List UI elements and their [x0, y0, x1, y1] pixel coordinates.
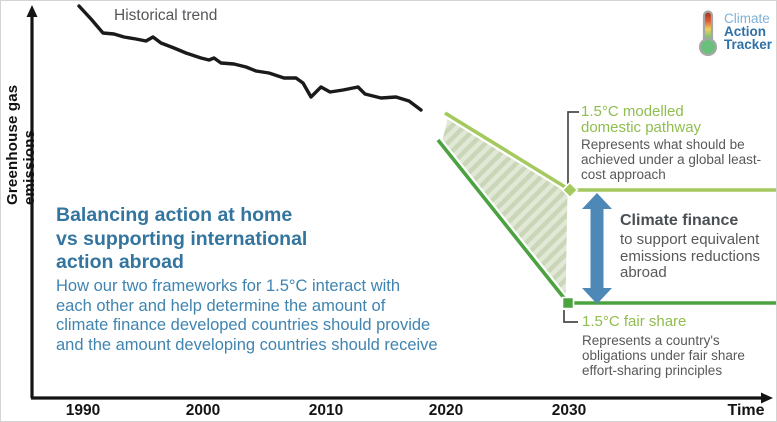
fair-share-label-connector [563, 310, 578, 323]
headline-line-3: action abroad [56, 251, 184, 273]
y-axis-label: Greenhouse gas emissions [4, 84, 38, 205]
logo-word-action: Action [724, 24, 766, 39]
x-axis-arrowhead-icon [761, 392, 773, 404]
headline-line-1: Balancing action at home [56, 204, 293, 226]
fair-share-label: 1.5°C fair share [582, 313, 687, 330]
headline-line-2: vs supporting international [56, 227, 308, 250]
headline: Balancing action at home vs supporting i… [56, 204, 307, 275]
historical-trend-line [77, 4, 423, 112]
x-tick-2030: 2030 [551, 402, 587, 419]
historical-trend-label: Historical trend [114, 7, 218, 24]
modelled-pathway-label-line-2: domestic pathway [581, 119, 702, 136]
y-axis-arrowhead-icon [26, 5, 38, 17]
modelled-pathway-label: 1.5°C modelled domestic pathway [581, 104, 701, 136]
logo-word-tracker: Tracker [724, 37, 773, 52]
climate-action-tracker-logo: Climate Action Tracker [696, 9, 772, 57]
logo-word-climate: Climate [724, 11, 770, 26]
modelled-label-connector [567, 111, 579, 184]
fair-share-description: Represents a country's obligations under… [582, 333, 745, 378]
modelled-endpoint-diamond-marker [561, 181, 579, 199]
headline-body: How our two frameworks for 1.5°C interac… [56, 277, 438, 354]
x-tick-1990: 1990 [65, 402, 101, 419]
x-tick-2000: 2000 [185, 402, 221, 419]
climate-finance-title: Climate finance [620, 212, 739, 229]
pathway-gap-hatched-area [438, 113, 571, 306]
x-tick-2010: 2010 [308, 402, 344, 419]
climate-finance-arrow-icon [582, 193, 612, 304]
modelled-pathway-description: Represents what should be achieved under… [581, 137, 762, 182]
modelled-pathway-label-line-1: 1.5°C modelled [581, 103, 684, 120]
x-axis-title: Time [727, 402, 765, 419]
thermometer-icon [698, 10, 718, 57]
fair-share-endpoint-square-marker [561, 296, 575, 310]
climate-finance-description: to support equivalent emissions reductio… [620, 231, 761, 281]
logo-wordmark: Climate Action Tracker [724, 12, 772, 57]
x-tick-2020: 2020 [428, 402, 464, 419]
